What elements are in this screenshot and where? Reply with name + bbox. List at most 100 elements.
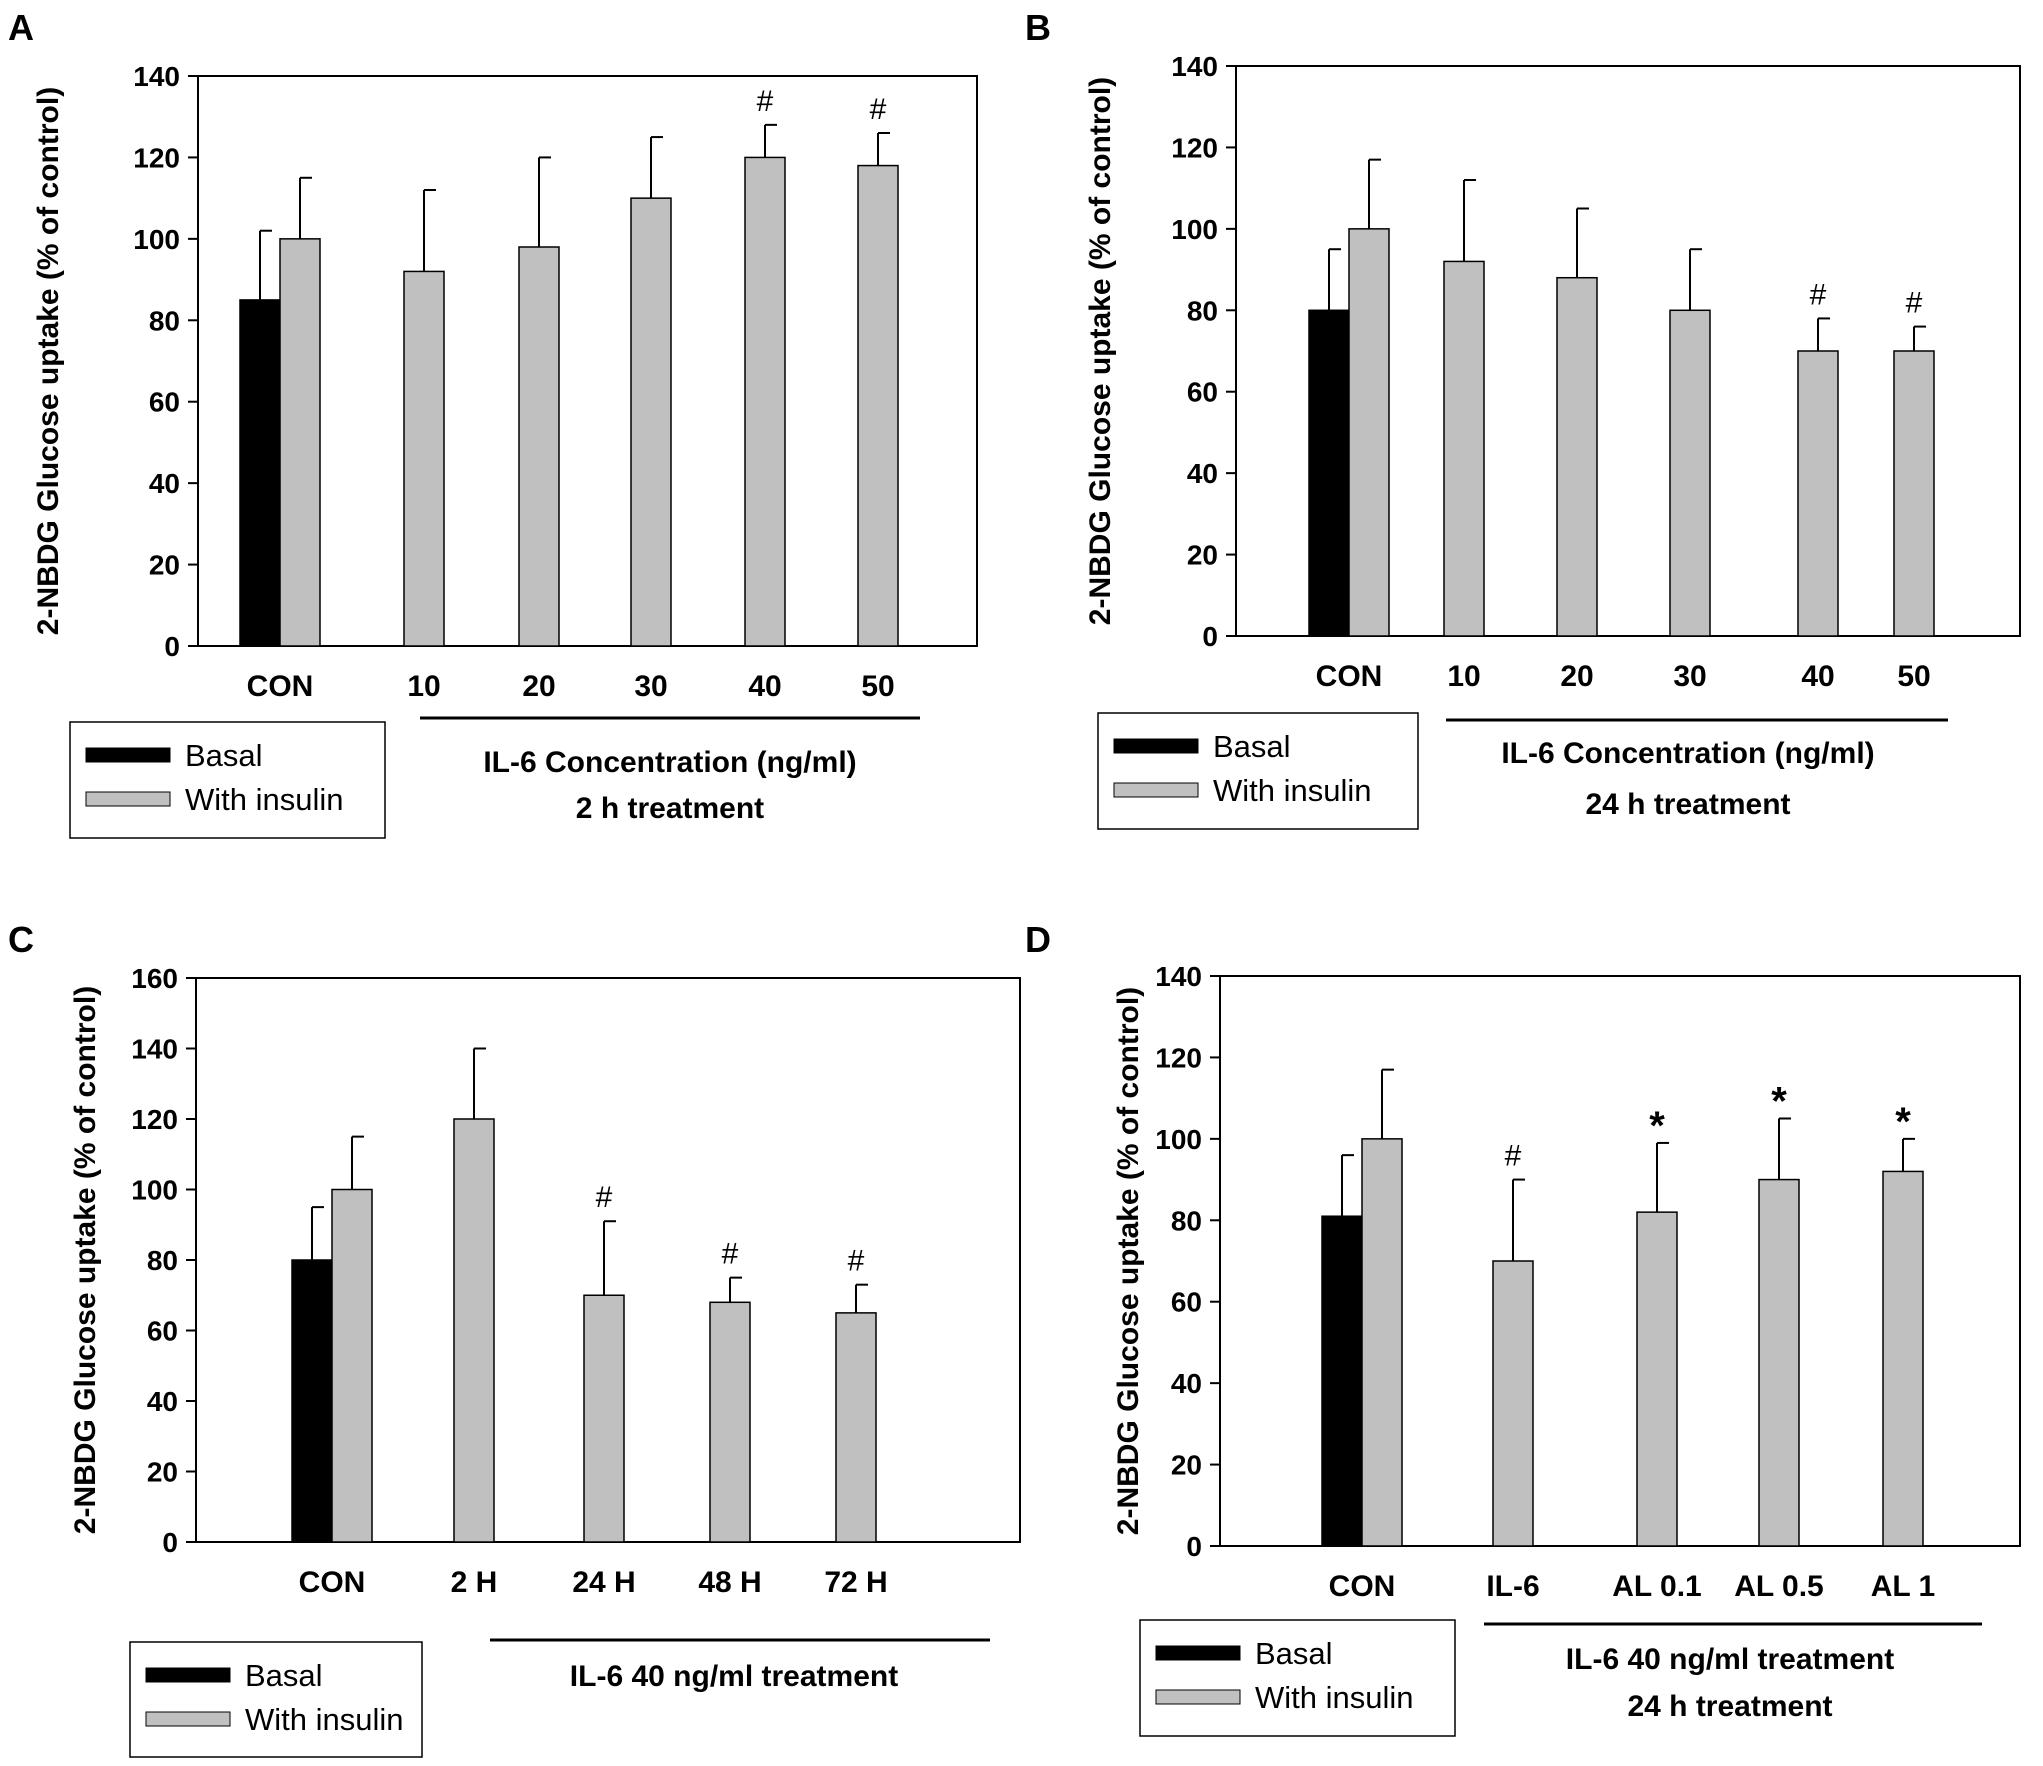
x-tick-label: 40	[748, 670, 781, 703]
y-tick-label: 80	[1187, 295, 1218, 326]
legend-label-basal: Basal	[1213, 729, 1291, 764]
legend-label-insulin: With insulin	[245, 1702, 404, 1737]
bar-basal-con	[239, 299, 281, 647]
bar-basal-con	[1321, 1215, 1363, 1547]
bar-with-insulin-24-h	[583, 1294, 625, 1543]
legend: Basal With insulin	[129, 1641, 423, 1758]
significance-mark: #	[1906, 287, 1923, 320]
significance-mark: #	[596, 1181, 613, 1214]
x-tick-label: 10	[1447, 660, 1480, 693]
bar-with-insulin-10	[403, 270, 445, 647]
y-tick-label: 140	[1171, 51, 1218, 82]
bar-basal-con	[1308, 309, 1350, 637]
legend-frame	[1097, 712, 1419, 830]
legend-label-insulin: With insulin	[185, 782, 344, 817]
y-tick-label: 20	[1171, 1450, 1202, 1481]
x-tick-label: AL 1	[1871, 1570, 1935, 1603]
panel-letter: D	[1025, 919, 1051, 960]
significance-mark: *	[1771, 1080, 1787, 1124]
y-tick-label: 60	[147, 1316, 178, 1347]
bar-with-insulin-40	[1797, 350, 1839, 637]
y-tick-label: 120	[131, 1104, 178, 1135]
bar-with-insulin-50	[857, 164, 899, 647]
y-tick-label: 40	[1187, 458, 1218, 489]
y-axis-label: 2-NBDG Glucose uptake (% of control)	[69, 986, 102, 1534]
y-tick-label: 140	[131, 1034, 178, 1065]
group-label: 24 h treatment	[1627, 1690, 1832, 1723]
legend-label-basal: Basal	[1255, 1636, 1333, 1671]
y-tick-label: 80	[147, 1245, 178, 1276]
bar-with-insulin-il-6	[1492, 1260, 1534, 1547]
y-axis-label: 2-NBDG Glucose uptake (% of control)	[1112, 987, 1145, 1535]
x-tick-label: 50	[1897, 660, 1930, 693]
bar-with-insulin-2-h	[453, 1118, 495, 1543]
significance-mark: #	[870, 93, 887, 126]
x-tick-label: 2 H	[451, 1566, 498, 1599]
y-tick-label: 40	[1171, 1368, 1202, 1399]
y-tick-label: 120	[1171, 132, 1218, 163]
group-label: IL-6 40 ng/ml treatment	[1566, 1643, 1894, 1676]
y-tick-label: 120	[133, 142, 180, 173]
bar-with-insulin-con	[1361, 1138, 1403, 1547]
y-tick-label: 80	[1171, 1205, 1202, 1236]
panel-a: A 0 20 40 60 80 100 120 140 2-NBDG Glucose uptake…	[8, 7, 978, 839]
y-tick-label: 120	[1155, 1042, 1202, 1073]
panel-b: B 0 20 40 60 80 100 120 140 2-NBDG Glucose uptake…	[1025, 7, 2021, 830]
x-tick-label: CON	[299, 1566, 366, 1599]
y-tick-label: 20	[147, 1457, 178, 1488]
x-tick-label: AL 0.1	[1612, 1570, 1702, 1603]
y-axis-label: 2-NBDG Glucose uptake (% of control)	[32, 87, 65, 635]
legend-swatch-insulin	[145, 1711, 231, 1727]
y-tick-label: 140	[1155, 961, 1202, 992]
x-tick-label: 48 H	[698, 1566, 761, 1599]
bar-with-insulin-72-h	[835, 1312, 877, 1543]
legend-swatch-insulin	[1155, 1689, 1241, 1705]
legend: Basal With insulin	[1139, 1619, 1456, 1737]
y-tick-label: 0	[162, 1527, 178, 1558]
group-label: IL-6 40 ng/ml treatment	[570, 1660, 898, 1693]
y-tick-label: 60	[1187, 377, 1218, 408]
legend: Basal With insulin	[1097, 712, 1419, 830]
panel-c: C 0 20 40 60 80 100 120 140 160 2-NBDG Glucose upt…	[8, 919, 1021, 1758]
bar-with-insulin-40	[744, 156, 786, 647]
bar-with-insulin-50	[1893, 350, 1935, 637]
y-tick-label: 100	[131, 1175, 178, 1206]
y-tick-label: 100	[1171, 214, 1218, 245]
y-tick-label: 100	[133, 224, 180, 255]
legend-label-basal: Basal	[185, 738, 263, 773]
plot-frame	[1235, 65, 2021, 637]
plot-frame	[1219, 975, 2021, 1547]
bar-with-insulin-con	[331, 1188, 373, 1543]
significance-mark: *	[1895, 1100, 1911, 1144]
legend-label-insulin: With insulin	[1213, 773, 1372, 808]
y-axis-label: 2-NBDG Glucose uptake (% of control)	[1084, 77, 1117, 625]
x-tick-label: AL 0.5	[1734, 1570, 1824, 1603]
y-tick-label: 140	[133, 61, 180, 92]
significance-mark: #	[1505, 1140, 1522, 1173]
x-tick-label: IL-6	[1486, 1570, 1539, 1603]
y-tick-label: 0	[1202, 621, 1218, 652]
y-tick-label: 80	[149, 305, 180, 336]
legend-swatch-basal	[145, 1667, 231, 1683]
legend-swatch-insulin	[1113, 782, 1199, 798]
y-tick-label: 60	[1171, 1287, 1202, 1318]
plot-frame	[197, 75, 978, 647]
x-tick-label: CON	[1329, 1570, 1396, 1603]
y-tick-label: 20	[1187, 540, 1218, 571]
panel-letter: A	[8, 7, 34, 48]
x-tick-label: 24 H	[572, 1566, 635, 1599]
legend-frame	[1139, 1619, 1456, 1737]
x-tick-label: 30	[1673, 660, 1706, 693]
x-tick-label: 10	[407, 670, 440, 703]
group-label: IL-6 Concentration (ng/ml)	[483, 746, 856, 779]
legend-label-basal: Basal	[245, 1658, 323, 1693]
bar-with-insulin-al-1	[1882, 1170, 1924, 1547]
bar-with-insulin-20	[518, 246, 560, 647]
bar-with-insulin-30	[1669, 309, 1711, 637]
bar-with-insulin-30	[630, 197, 672, 647]
y-tick-label: 20	[149, 550, 180, 581]
x-tick-label: 20	[1560, 660, 1593, 693]
x-tick-label: 40	[1801, 660, 1834, 693]
legend-swatch-basal	[1113, 738, 1199, 754]
